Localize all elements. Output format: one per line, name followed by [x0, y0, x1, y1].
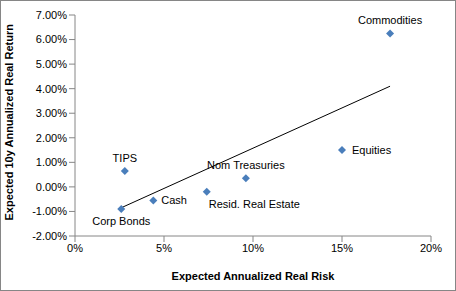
svg-text:15%: 15% [331, 242, 353, 254]
svg-text:Expected 10y Annualized Real R: Expected 10y Annualized Real Return [3, 24, 15, 221]
svg-text:20%: 20% [420, 242, 442, 254]
svg-text:10%: 10% [242, 242, 264, 254]
svg-text:Nom Treasuries: Nom Treasuries [207, 159, 285, 171]
svg-text:Equities: Equities [352, 144, 392, 156]
svg-text:0.00%: 0.00% [36, 181, 67, 193]
svg-text:Cash: Cash [161, 194, 187, 206]
svg-text:0%: 0% [67, 242, 83, 254]
svg-text:Corp Bonds: Corp Bonds [92, 215, 151, 227]
svg-text:Resid. Real Estate: Resid. Real Estate [209, 198, 300, 210]
svg-text:7.00%: 7.00% [36, 9, 67, 21]
svg-text:3.00%: 3.00% [36, 107, 67, 119]
svg-text:-2.00%: -2.00% [32, 230, 67, 242]
svg-text:-1.00%: -1.00% [32, 205, 67, 217]
svg-text:TIPS: TIPS [113, 152, 137, 164]
svg-text:2.00%: 2.00% [36, 132, 67, 144]
svg-text:5%: 5% [156, 242, 172, 254]
svg-text:Expected Annualized Real Risk: Expected Annualized Real Risk [172, 270, 336, 282]
svg-text:4.00%: 4.00% [36, 83, 67, 95]
svg-text:6.00%: 6.00% [36, 33, 67, 45]
svg-text:1.00%: 1.00% [36, 156, 67, 168]
svg-text:5.00%: 5.00% [36, 58, 67, 70]
svg-text:Commodities: Commodities [358, 15, 423, 26]
